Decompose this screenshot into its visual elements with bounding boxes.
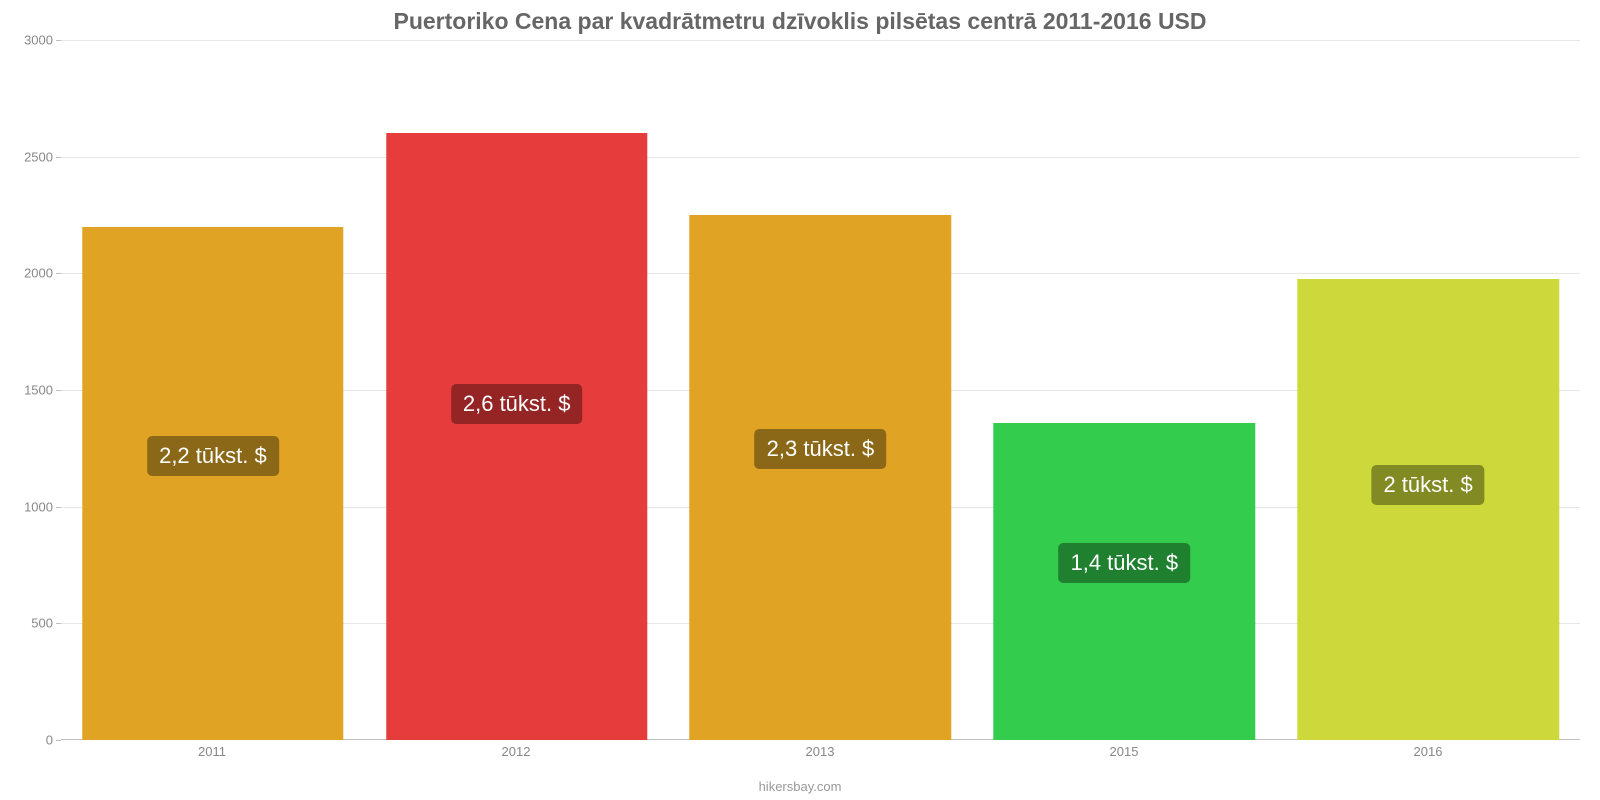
chart-container: Puertoriko Cena par kvadrātmetru dzīvokl… — [0, 0, 1600, 800]
y-axis-label: 0 — [11, 733, 53, 748]
bar — [82, 227, 343, 740]
x-axis-label: 2012 — [364, 744, 668, 759]
value-badge: 2,6 tūkst. $ — [451, 384, 583, 424]
bar — [690, 215, 951, 740]
y-axis-label: 2500 — [11, 149, 53, 164]
x-axis-label: 2013 — [668, 744, 972, 759]
value-badge: 2,3 tūkst. $ — [755, 429, 887, 469]
plot-area: 0500100015002000250030002,2 tūkst. $2,6 … — [60, 40, 1580, 740]
y-axis-label: 2000 — [11, 266, 53, 281]
y-axis-label: 1500 — [11, 383, 53, 398]
y-axis-label: 500 — [11, 616, 53, 631]
bar — [1297, 279, 1558, 740]
bar-slot: 1,4 tūkst. $ — [972, 40, 1276, 740]
source-label: hikersbay.com — [0, 779, 1600, 794]
x-axis-label: 2015 — [972, 744, 1276, 759]
bar-slot: 2 tūkst. $ — [1276, 40, 1580, 740]
y-axis-label: 3000 — [11, 33, 53, 48]
bar-slot: 2,2 tūkst. $ — [61, 40, 365, 740]
x-axis-label: 2016 — [1276, 744, 1580, 759]
value-badge: 2 tūkst. $ — [1371, 465, 1484, 505]
bars-group: 2,2 tūkst. $ 2,6 tūkst. $ 2,3 tūkst. $ 1,4 … — [61, 40, 1580, 740]
x-axis-label: 2011 — [60, 744, 364, 759]
y-tick — [56, 740, 61, 741]
y-axis-label: 1000 — [11, 499, 53, 514]
value-badge: 2,2 tūkst. $ — [147, 436, 279, 476]
bar-slot: 2,3 tūkst. $ — [669, 40, 973, 740]
value-badge: 1,4 tūkst. $ — [1058, 543, 1190, 583]
bar-slot: 2,6 tūkst. $ — [365, 40, 669, 740]
chart-title: Puertoriko Cena par kvadrātmetru dzīvokl… — [0, 8, 1600, 35]
x-axis-labels: 20112012201320152016 — [60, 744, 1580, 759]
bar — [386, 133, 647, 740]
